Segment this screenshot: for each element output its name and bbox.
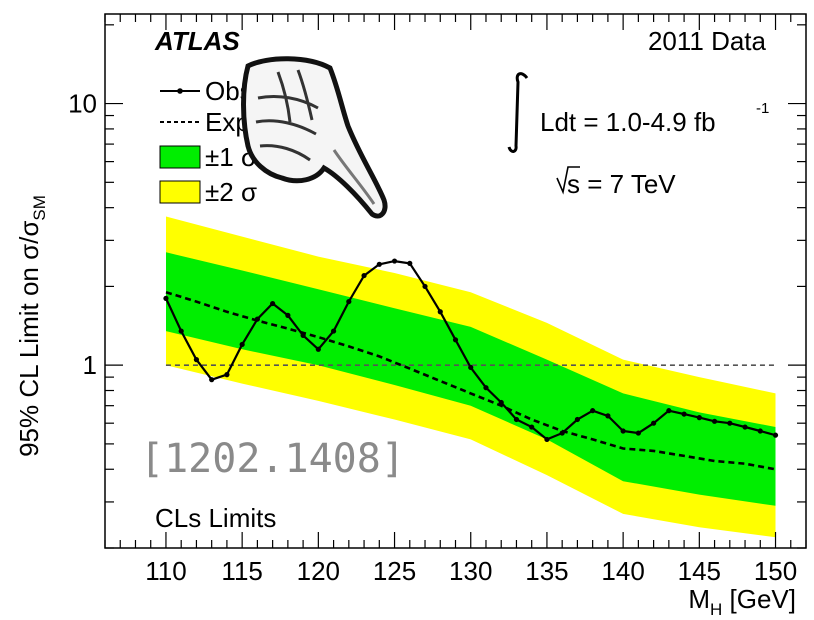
observed-point: [468, 364, 474, 371]
observed-point: [376, 261, 382, 267]
x-tick-label: 110: [145, 556, 186, 586]
x-tick-label: 130: [449, 556, 492, 586]
observed-point: [681, 411, 687, 417]
observed-point: [635, 430, 641, 436]
observed-point: [254, 316, 260, 322]
observed-point: [513, 416, 520, 423]
luminosity-label: Ldt = 1.0-4.9 fb -1: [507, 72, 769, 153]
expected-layer: [165, 290, 776, 471]
energy-text: s = 7 TeV: [567, 169, 676, 199]
observed-point: [346, 298, 352, 305]
sqrt-sign-icon: [556, 166, 580, 195]
legend-entry-1sigma: ±1 σ: [159, 142, 257, 172]
observed-point: [772, 432, 779, 438]
pointing-hand-icon: [241, 56, 388, 219]
arxiv-watermark: [1202.1408]: [140, 436, 405, 482]
x-axis-title: MH [GeV]: [688, 584, 796, 619]
method-label: CLs Limits: [155, 503, 276, 533]
observed-point: [224, 372, 230, 378]
observed-point: [209, 377, 215, 383]
dataset-label: 2011 Data: [648, 26, 767, 56]
observed-point: [407, 260, 413, 266]
x-tick-label: 150: [754, 556, 797, 586]
observed-point: [696, 415, 702, 421]
observed-point: [193, 357, 200, 363]
y-axis-title: 95% CL Limit on σ/σSM: [14, 195, 49, 457]
energy-label: s = 7 TeV: [556, 166, 676, 199]
x-tick-label: 120: [297, 556, 340, 586]
x-tick-label: 125: [373, 556, 416, 586]
observed-point: [711, 418, 718, 424]
x-tick-label: 140: [601, 556, 644, 586]
observed-point: [330, 328, 337, 334]
observed-point: [574, 416, 581, 423]
x-tick-label: 135: [525, 556, 568, 586]
y-tick-label: 10: [68, 89, 97, 119]
observed-point: [757, 428, 763, 434]
observed-point: [620, 428, 626, 434]
legend-1sigma-swatch: [159, 145, 201, 169]
observed-point: [727, 420, 733, 426]
legend-2sigma-swatch: [159, 180, 201, 204]
observed-point: [651, 420, 657, 426]
expected-line: [165, 290, 776, 471]
observed-point: [742, 424, 748, 430]
observed-point: [483, 385, 489, 391]
y-tick-label: 1: [83, 350, 97, 380]
observed-point: [300, 332, 306, 338]
band-1sigma: [166, 252, 776, 506]
observed-point: [178, 328, 184, 334]
observed-point: [361, 272, 367, 279]
observed-point: [498, 399, 504, 406]
observed-point: [391, 258, 398, 264]
observed-point: [239, 341, 245, 348]
luminosity-exponent: -1: [756, 100, 769, 117]
observed-point: [437, 309, 443, 315]
observed-point: [315, 346, 321, 352]
observed-point: [590, 408, 596, 414]
observed-point: [270, 300, 276, 307]
observed-layer: [163, 258, 779, 443]
uncertainty-bands: [166, 216, 776, 538]
observed-point: [452, 337, 459, 343]
observed-point: [666, 408, 672, 414]
legend-entry-2sigma: ±2 σ: [159, 177, 257, 207]
x-tick-label: 115: [221, 556, 262, 586]
observed-point: [285, 312, 291, 318]
observed-point: [544, 436, 550, 443]
observed-point: [529, 424, 535, 430]
observed-point: [422, 283, 428, 290]
observed-point: [163, 295, 169, 301]
x-tick-label: 145: [678, 556, 721, 586]
integral-sign-icon: [507, 72, 529, 153]
atlas-label: ATLAS: [154, 26, 240, 56]
legend-2sigma-label: ±2 σ: [205, 177, 257, 207]
legend-observed-marker: [177, 88, 183, 94]
observed-point: [559, 430, 565, 436]
luminosity-text: Ldt = 1.0-4.9 fb: [540, 107, 716, 137]
observed-point: [605, 413, 611, 419]
